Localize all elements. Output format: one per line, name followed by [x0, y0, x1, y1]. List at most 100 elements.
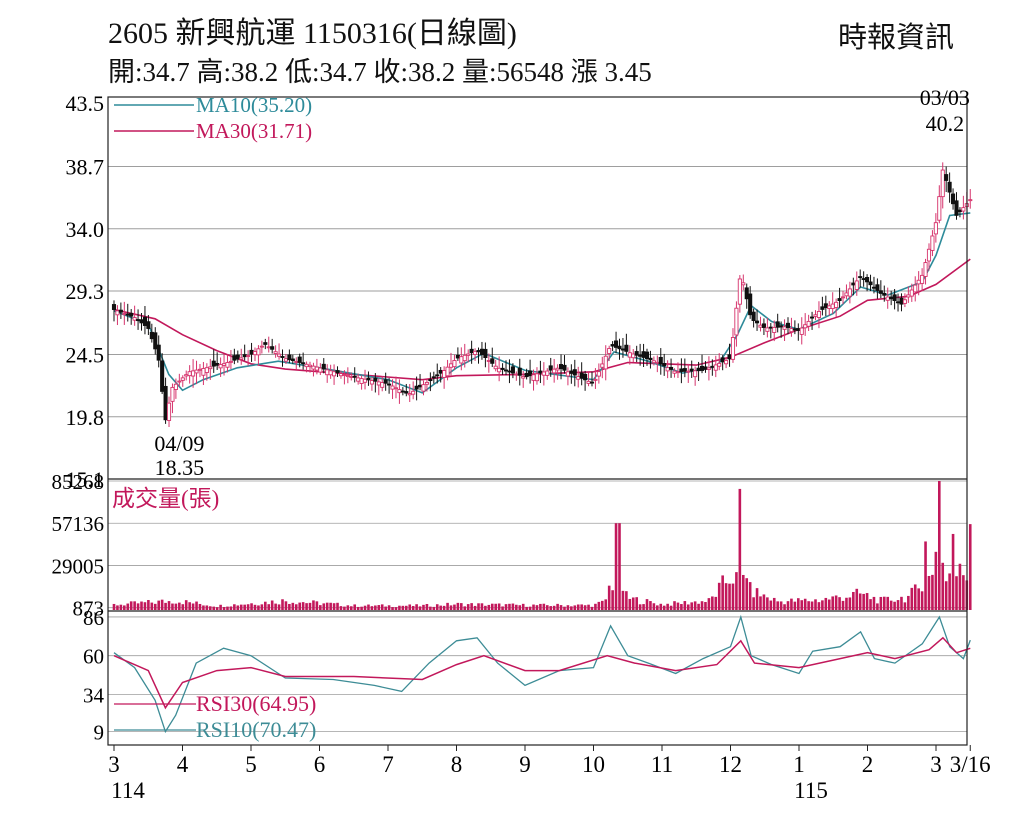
rsi-tick-label: 60: [83, 645, 104, 669]
volume-bar: [759, 596, 762, 610]
volume-bar: [129, 601, 133, 610]
candle-body: [411, 390, 416, 395]
rsi10-line: [113, 614, 971, 734]
volume-bar: [968, 524, 972, 610]
candle-body: [916, 279, 921, 285]
candle-body: [682, 368, 687, 372]
candle-body: [565, 371, 570, 377]
volume-bar: [525, 606, 528, 610]
candle-body: [655, 361, 660, 364]
rsi30-line: [113, 636, 971, 710]
candle-body: [555, 367, 560, 371]
volume-bar: [776, 601, 779, 610]
candle-body: [163, 385, 168, 421]
candle-body: [772, 327, 777, 333]
volume-bar: [607, 585, 611, 610]
volume-bar: [938, 481, 941, 610]
volume-bar: [683, 601, 687, 610]
volume-bar: [195, 601, 198, 610]
volume-bar: [618, 523, 621, 610]
candle-body: [187, 371, 192, 377]
volume-tick-label: 873: [73, 597, 105, 621]
candle-body: [569, 370, 574, 374]
volume-bar: [116, 605, 119, 610]
x-tick-label: 1: [793, 752, 805, 777]
volume-bar: [453, 604, 456, 610]
volume-bar: [126, 603, 130, 610]
volume-bar: [903, 602, 907, 610]
volume-bar: [601, 600, 604, 610]
volume-bar: [865, 593, 869, 610]
volume-bar: [728, 583, 731, 610]
axis-labels: 43.538.734.029.324.519.815.1852685713629…: [52, 85, 991, 803]
volume-bar: [298, 602, 301, 610]
volume-bar: [814, 599, 817, 610]
volume-bar: [631, 597, 635, 610]
price-tick-label: 38.7: [66, 155, 105, 180]
year-label: 114: [111, 778, 145, 803]
candle-body: [318, 367, 323, 373]
volume-bar: [927, 575, 931, 610]
volume-tick-label: 85268: [52, 470, 105, 494]
volume-bar: [635, 597, 638, 610]
volume-bar: [508, 603, 511, 610]
candle-body: [834, 301, 839, 308]
candle-body: [847, 288, 852, 297]
candle-body: [820, 306, 825, 310]
candle-body: [717, 362, 722, 367]
volume-bar: [941, 562, 945, 610]
volume-bar: [246, 604, 250, 610]
candle-body: [789, 328, 794, 333]
volume-bar: [721, 575, 724, 610]
candle-body: [951, 193, 956, 205]
volume-bar: [886, 596, 890, 610]
volume-bar: [167, 601, 171, 610]
candle-body: [851, 282, 856, 286]
volume-bar: [738, 488, 742, 610]
volume-bar: [322, 603, 326, 610]
candle-body: [314, 366, 319, 371]
candle-body: [552, 368, 557, 374]
volume-bar: [762, 594, 766, 610]
candle-body: [232, 355, 237, 361]
volume-bar: [944, 581, 948, 610]
candle-body: [191, 370, 196, 377]
volume-bar: [442, 605, 446, 610]
volume-bar: [889, 600, 893, 610]
candle-body: [448, 363, 454, 368]
volume-bar: [415, 604, 418, 610]
x-tick-label: 6: [314, 752, 326, 777]
candle-body: [242, 354, 247, 358]
volume-bar: [717, 582, 721, 610]
candle-body: [603, 355, 608, 370]
candle-body: [720, 357, 725, 363]
candle-body: [136, 319, 141, 322]
volume-bar: [178, 602, 181, 610]
volume-bar: [748, 582, 752, 610]
candle-body: [452, 360, 457, 368]
volume-bar: [793, 601, 797, 610]
volume-bar: [611, 590, 614, 610]
candle-body: [531, 374, 536, 381]
volume-bar: [253, 604, 257, 610]
candle-body: [920, 274, 925, 284]
low-annotation-date: 04/09: [154, 431, 204, 456]
candle-body: [892, 294, 897, 302]
candle-body: [813, 314, 818, 317]
volume-bar: [370, 606, 374, 610]
volume-bar: [363, 605, 367, 610]
volume-bar: [377, 605, 381, 610]
volume-bar: [882, 596, 886, 610]
candle-body: [761, 323, 766, 328]
candle-body: [414, 385, 419, 390]
candle-body: [259, 345, 264, 348]
candle-body: [871, 286, 877, 289]
candle-body: [249, 349, 254, 355]
volume-bar: [625, 591, 628, 610]
x-tick-label: 11: [651, 752, 673, 777]
candle-body: [906, 294, 911, 298]
volume-bar: [817, 602, 821, 610]
volume-bar: [700, 601, 704, 610]
volume-bar: [669, 605, 673, 610]
candle-body: [218, 364, 223, 369]
